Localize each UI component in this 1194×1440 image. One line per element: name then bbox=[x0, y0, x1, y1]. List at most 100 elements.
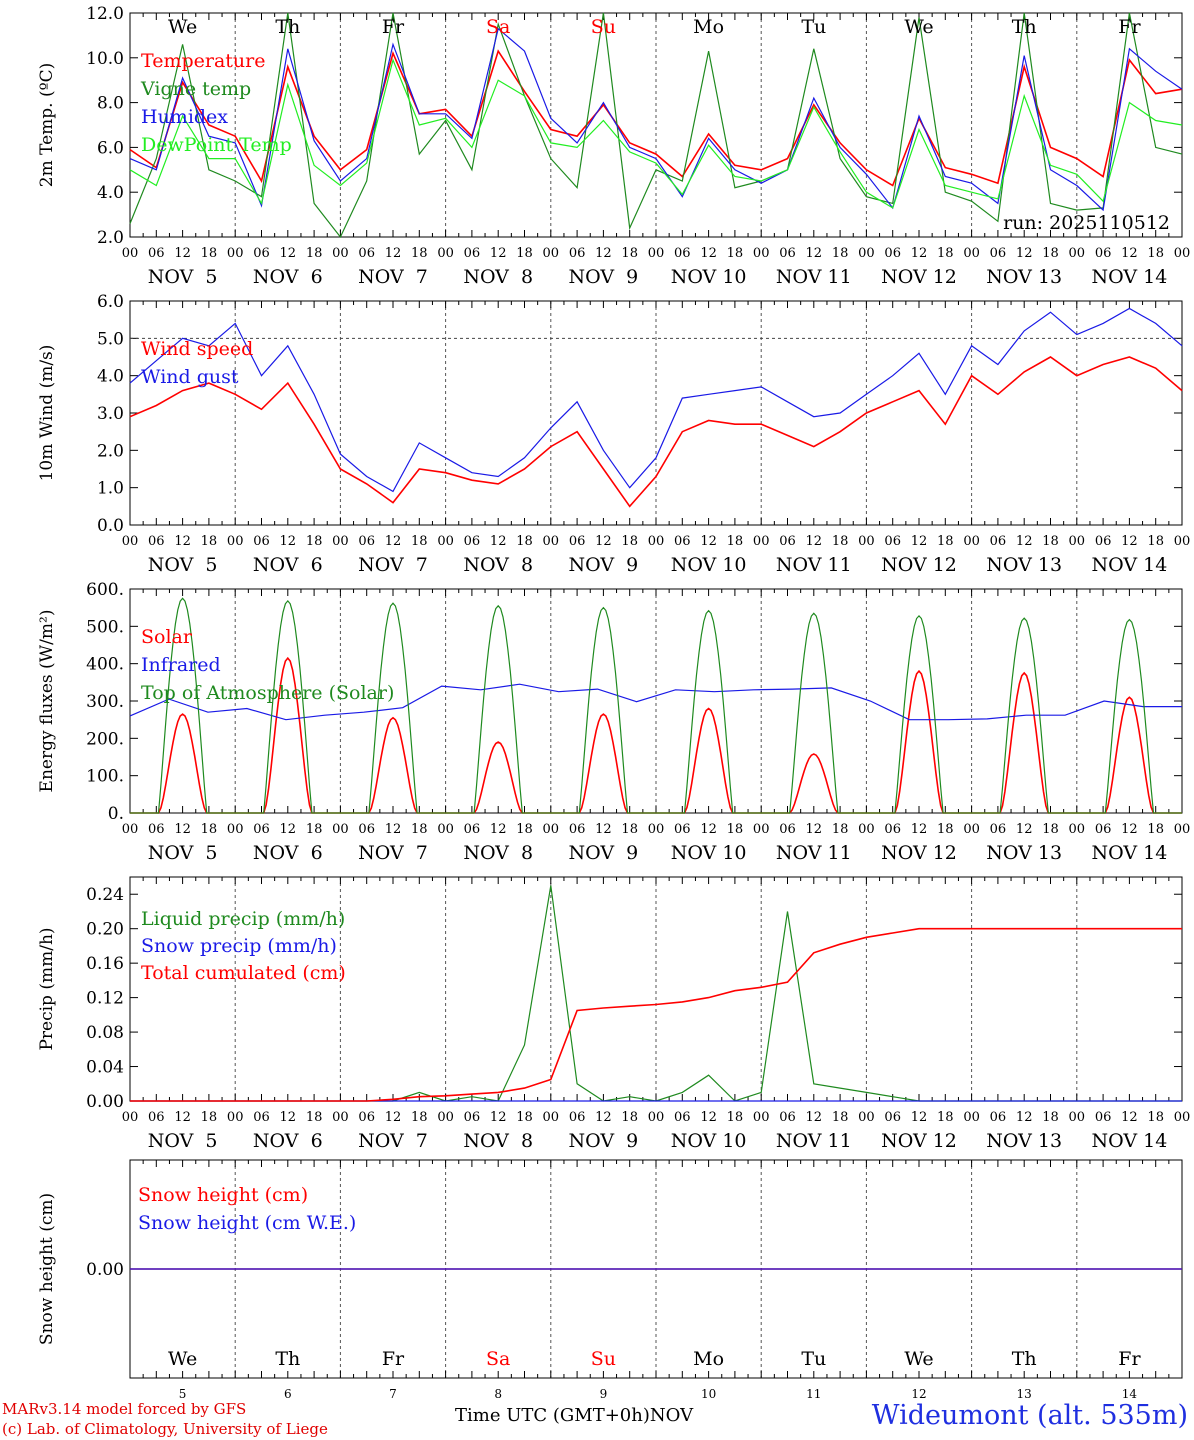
day-number-label: 13 bbox=[1017, 1387, 1032, 1401]
hour-tick-label: 18 bbox=[832, 246, 849, 261]
hour-tick-label: 12 bbox=[1121, 534, 1138, 549]
date-label: NOV 5 bbox=[148, 554, 218, 576]
hour-tick-label: 12 bbox=[700, 822, 717, 837]
weekday-label: Tu bbox=[801, 16, 826, 38]
y-tick-label: 400. bbox=[86, 655, 124, 675]
time-axis-label: Time UTC (GMT+0h)NOV bbox=[455, 1405, 693, 1426]
date-label: NOV 10 bbox=[671, 554, 747, 576]
hour-tick-label: 12 bbox=[490, 534, 507, 549]
day-number-label: 14 bbox=[1122, 1387, 1138, 1401]
hour-tick-label: 06 bbox=[464, 1110, 481, 1125]
legend-entry: Humidex bbox=[141, 106, 228, 128]
hour-tick-label: 18 bbox=[1147, 534, 1164, 549]
y-tick-label: 3.0 bbox=[97, 404, 124, 424]
legend-entry: Solar bbox=[141, 626, 193, 648]
legend-entry: Temperature bbox=[141, 50, 265, 72]
hour-tick-label: 18 bbox=[727, 246, 744, 261]
date-label: NOV 6 bbox=[253, 1130, 323, 1152]
date-label: NOV 5 bbox=[148, 1130, 218, 1152]
hour-tick-label: 00 bbox=[1174, 246, 1191, 261]
y-tick-label: 4.0 bbox=[97, 183, 124, 203]
hour-tick-label: 06 bbox=[569, 822, 586, 837]
hour-tick-label: 06 bbox=[464, 822, 481, 837]
hour-tick-label: 18 bbox=[1042, 1110, 1059, 1125]
hour-tick-label: 18 bbox=[411, 246, 428, 261]
date-label: NOV 7 bbox=[358, 266, 428, 288]
hour-tick-label: 00 bbox=[963, 1110, 980, 1125]
date-label: NOV 5 bbox=[148, 842, 218, 864]
hour-tick-label: 12 bbox=[1016, 246, 1033, 261]
hour-tick-label: 00 bbox=[227, 1110, 244, 1125]
hour-tick-label: 06 bbox=[674, 534, 691, 549]
day-number-label: 8 bbox=[494, 1387, 502, 1401]
hour-tick-label: 18 bbox=[411, 822, 428, 837]
hour-tick-label: 00 bbox=[753, 822, 770, 837]
date-label: NOV 10 bbox=[671, 842, 747, 864]
hour-tick-label: 06 bbox=[884, 246, 901, 261]
date-label: NOV 6 bbox=[253, 266, 323, 288]
hour-tick-label: 12 bbox=[490, 246, 507, 261]
hour-tick-label: 12 bbox=[1016, 822, 1033, 837]
hour-tick-label: 06 bbox=[674, 822, 691, 837]
hour-tick-label: 06 bbox=[1095, 822, 1112, 837]
hour-tick-label: 18 bbox=[937, 822, 954, 837]
hour-tick-label: 00 bbox=[543, 534, 560, 549]
day-number-label: 6 bbox=[284, 1387, 292, 1401]
weekday-label: We bbox=[168, 16, 197, 38]
hour-tick-label: 06 bbox=[569, 534, 586, 549]
hour-tick-label: 18 bbox=[937, 246, 954, 261]
hour-tick-label: 18 bbox=[306, 1110, 323, 1125]
hour-tick-label: 18 bbox=[832, 1110, 849, 1125]
hour-tick-label: 00 bbox=[543, 822, 560, 837]
y-tick-label: 6.0 bbox=[97, 138, 124, 158]
hour-tick-label: 06 bbox=[253, 534, 270, 549]
hour-tick-label: 12 bbox=[385, 822, 402, 837]
day-number-label: 7 bbox=[389, 1387, 397, 1401]
weekday-label: Th bbox=[1012, 16, 1037, 38]
date-label: NOV 10 bbox=[671, 1130, 747, 1152]
weekday-label: Mo bbox=[693, 1348, 724, 1370]
footer-credits: MARv3.14 model forced by GFS (c) Lab. of… bbox=[2, 1399, 328, 1439]
legend-entry: Snow precip (mm/h) bbox=[141, 935, 337, 957]
date-label: NOV 12 bbox=[881, 554, 957, 576]
hour-tick-label: 12 bbox=[595, 1110, 612, 1125]
run-annotation: run: 2025110512 bbox=[1003, 212, 1170, 234]
legend-entry: Liquid precip (mm/h) bbox=[141, 908, 345, 930]
date-label: NOV 10 bbox=[671, 266, 747, 288]
hour-tick-label: 06 bbox=[358, 534, 375, 549]
time-axis-text: Time UTC (GMT+0h) bbox=[455, 1405, 650, 1426]
hour-tick-label: 00 bbox=[858, 822, 875, 837]
hour-tick-label: 00 bbox=[648, 246, 665, 261]
series-line-temperature bbox=[129, 49, 1183, 187]
date-label: NOV 8 bbox=[463, 554, 533, 576]
hour-tick-label: 06 bbox=[358, 822, 375, 837]
hour-tick-label: 12 bbox=[595, 246, 612, 261]
date-label: NOV 13 bbox=[986, 1130, 1062, 1152]
hour-tick-label: 06 bbox=[1095, 534, 1112, 549]
hour-tick-label: 06 bbox=[884, 534, 901, 549]
hour-tick-label: 00 bbox=[858, 1110, 875, 1125]
hour-tick-label: 12 bbox=[595, 822, 612, 837]
date-label: NOV 11 bbox=[776, 554, 852, 576]
hour-tick-label: 06 bbox=[358, 246, 375, 261]
series-line-total-cumulated-cm- bbox=[130, 927, 1182, 1102]
legend-entry: Wind gust bbox=[141, 366, 239, 388]
hour-tick-label: 18 bbox=[201, 1110, 218, 1125]
date-label: NOV 8 bbox=[463, 1130, 533, 1152]
hour-tick-label: 18 bbox=[516, 822, 533, 837]
y-tick-label: 0.04 bbox=[86, 1058, 124, 1078]
y-tick-label: 200. bbox=[86, 729, 124, 749]
hour-tick-label: 12 bbox=[174, 246, 191, 261]
hour-tick-label: 12 bbox=[385, 534, 402, 549]
series-line-top-of-atmosphere-solar- bbox=[130, 597, 1182, 814]
hour-tick-label: 12 bbox=[1121, 1110, 1138, 1125]
hour-tick-label: 06 bbox=[253, 246, 270, 261]
hour-tick-label: 12 bbox=[700, 246, 717, 261]
y-tick-label: 0.08 bbox=[86, 1023, 124, 1043]
hour-tick-label: 12 bbox=[280, 246, 297, 261]
hour-tick-label: 06 bbox=[464, 534, 481, 549]
hour-tick-label: 12 bbox=[806, 1110, 823, 1125]
legend-entry: Snow height (cm) bbox=[138, 1184, 308, 1206]
hour-tick-label: 00 bbox=[543, 1110, 560, 1125]
y-tick-label: 500. bbox=[86, 617, 124, 637]
